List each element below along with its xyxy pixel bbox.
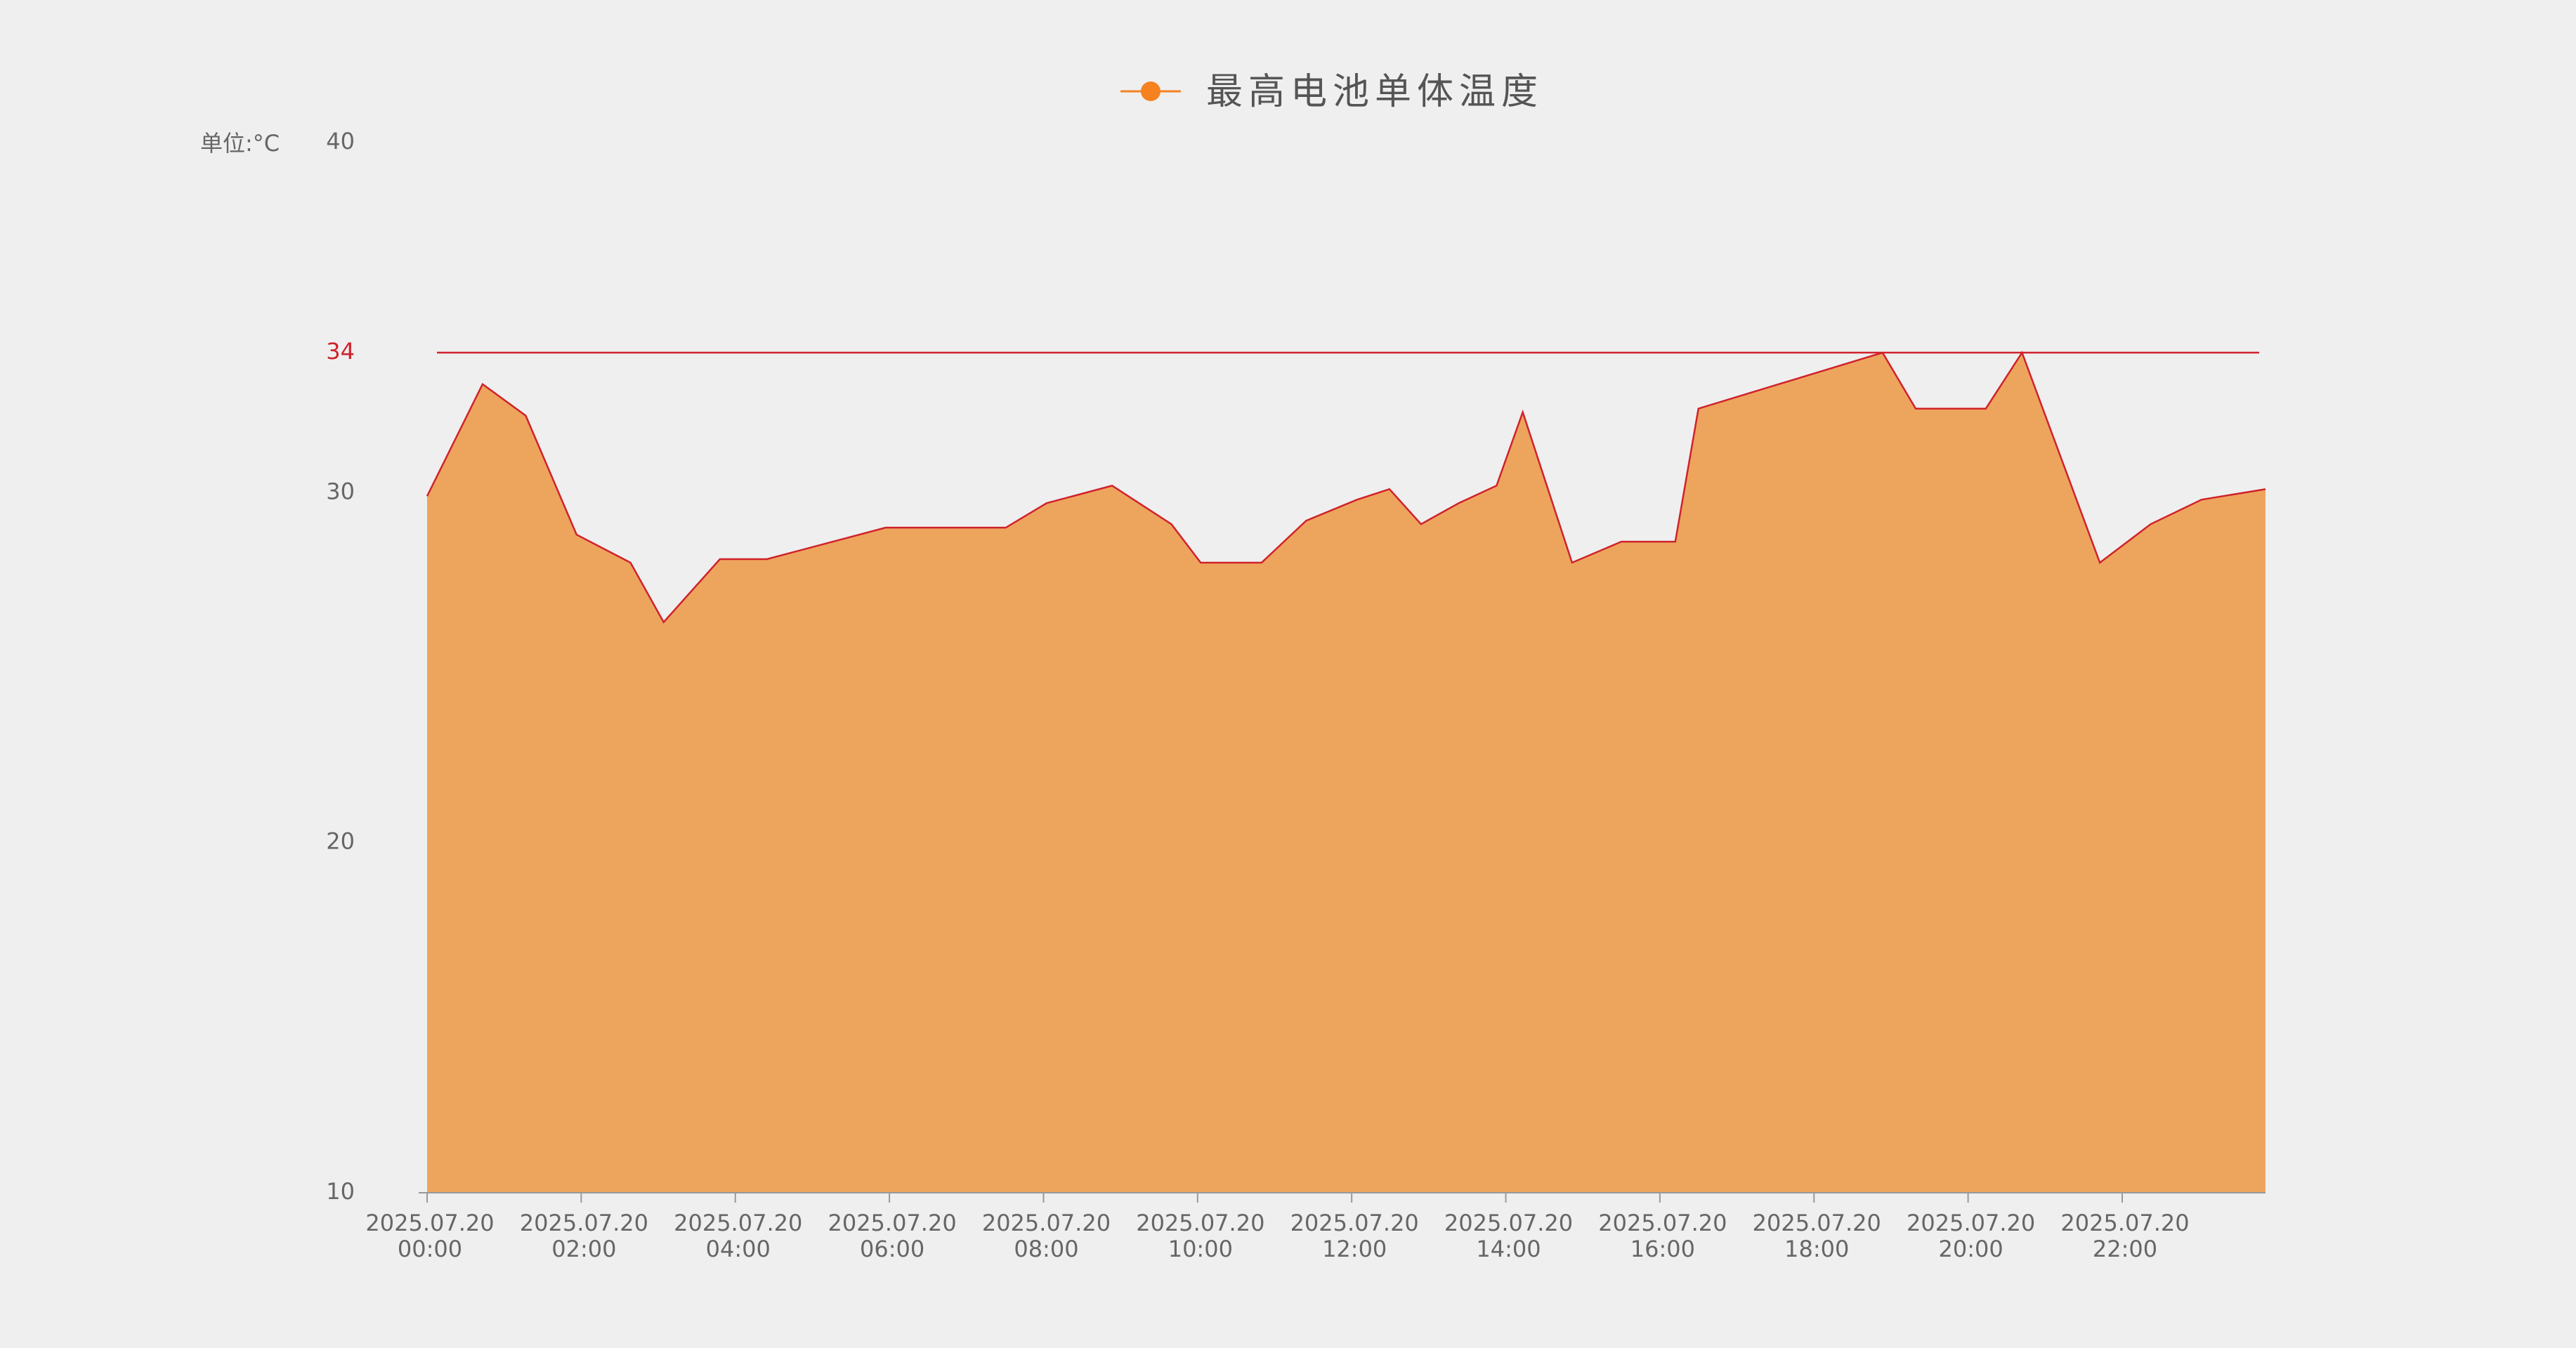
x-tick-label: 2025.07.20 — [1290, 1210, 1419, 1236]
y-tick-label: 30 — [326, 478, 355, 504]
x-tick-label: 2025.07.20 — [520, 1210, 648, 1236]
x-tick-label: 2025.07.20 — [1444, 1210, 1573, 1236]
x-tick-label: 2025.07.20 — [828, 1210, 956, 1236]
y-tick-label: 40 — [326, 128, 355, 155]
unit-label: 单位:°C — [200, 130, 280, 157]
x-tick-label: 2025.07.20 — [982, 1210, 1111, 1236]
x-tick-label: 2025.07.20 — [1136, 1210, 1264, 1236]
y-tick-label: 20 — [326, 828, 355, 855]
x-tick-label: 04:00 — [706, 1236, 771, 1262]
x-tick-label: 18:00 — [1784, 1236, 1849, 1262]
x-tick-label: 16:00 — [1630, 1236, 1695, 1262]
x-tick-label: 2025.07.20 — [1598, 1210, 1727, 1236]
area-line — [426, 351, 2266, 624]
x-tick-label: 14:00 — [1476, 1236, 1541, 1262]
x-tick-label: 02:00 — [551, 1236, 616, 1262]
x-tick-label: 2025.07.20 — [365, 1210, 494, 1236]
x-tick-label: 12:00 — [1322, 1236, 1387, 1262]
x-tick-label: 2025.07.20 — [2060, 1210, 2189, 1236]
x-tick-label: 20:00 — [1939, 1236, 2003, 1262]
x-tick-label: 2025.07.20 — [1753, 1210, 1881, 1236]
x-tick-label: 10:00 — [1168, 1236, 1233, 1262]
x-tick-label: 22:00 — [2093, 1236, 2157, 1262]
x-tick-label: 08:00 — [1014, 1236, 1078, 1262]
threshold-label: 34 — [326, 338, 355, 365]
area-fill — [427, 353, 2266, 1193]
legend-marker — [1141, 81, 1160, 101]
x-tick-label: 2025.07.20 — [674, 1210, 802, 1236]
x-tick-label: 06:00 — [860, 1236, 924, 1262]
x-tick-label: 00:00 — [398, 1236, 462, 1262]
x-tick-label: 2025.07.20 — [1907, 1210, 2035, 1236]
y-tick-label: 10 — [326, 1178, 355, 1205]
legend-label: 最高电池单体温度 — [1206, 71, 1543, 113]
